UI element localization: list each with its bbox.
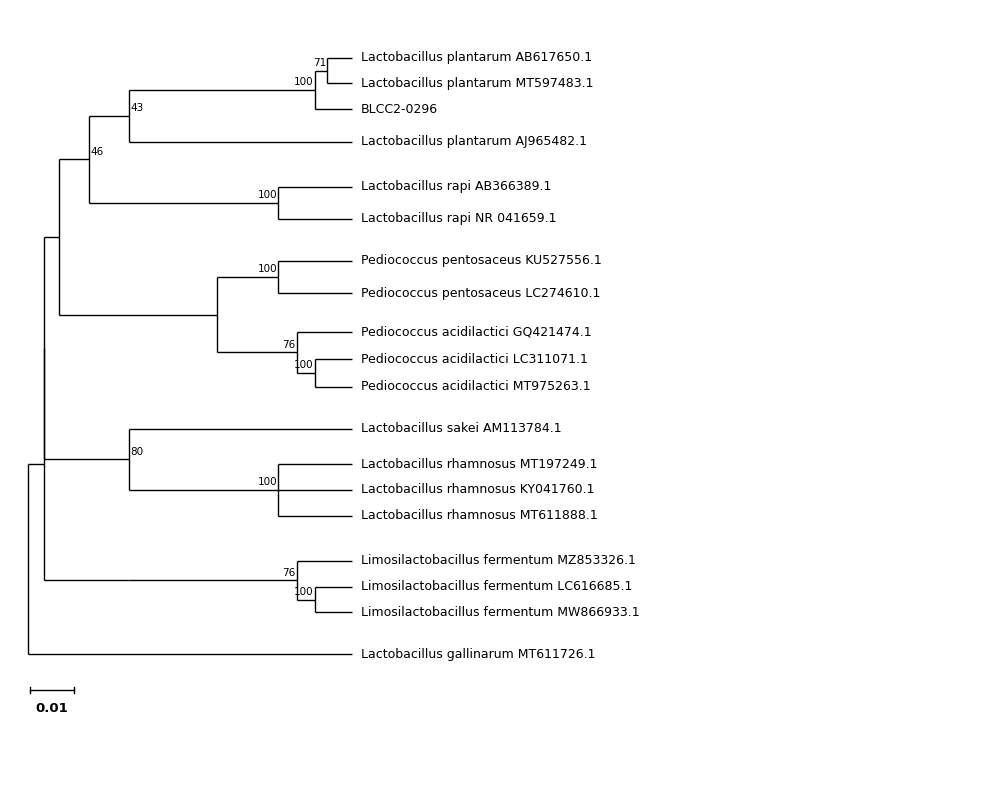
Text: Lactobacillus plantarum MT597483.1: Lactobacillus plantarum MT597483.1 (361, 77, 593, 90)
Text: Lactobacillus plantarum AJ965482.1: Lactobacillus plantarum AJ965482.1 (361, 135, 587, 148)
Text: Lactobacillus rapi AB366389.1: Lactobacillus rapi AB366389.1 (361, 180, 551, 193)
Text: Limosilactobacillus fermentum LC616685.1: Limosilactobacillus fermentum LC616685.1 (361, 580, 632, 593)
Text: 100: 100 (258, 190, 277, 200)
Text: Pediococcus acidilactici MT975263.1: Pediococcus acidilactici MT975263.1 (361, 380, 590, 393)
Text: Limosilactobacillus fermentum MZ853326.1: Limosilactobacillus fermentum MZ853326.1 (361, 554, 636, 567)
Text: 46: 46 (91, 147, 104, 157)
Text: Lactobacillus gallinarum MT611726.1: Lactobacillus gallinarum MT611726.1 (361, 648, 595, 661)
Text: 80: 80 (130, 447, 143, 457)
Text: 100: 100 (294, 587, 314, 597)
Text: 71: 71 (313, 58, 326, 68)
Text: 0.01: 0.01 (35, 702, 68, 715)
Text: 100: 100 (258, 265, 277, 274)
Text: 76: 76 (282, 340, 295, 350)
Text: Pediococcus pentosaceus KU527556.1: Pediococcus pentosaceus KU527556.1 (361, 255, 602, 267)
Text: Lactobacillus rapi NR 041659.1: Lactobacillus rapi NR 041659.1 (361, 213, 556, 225)
Text: Pediococcus pentosaceus LC274610.1: Pediococcus pentosaceus LC274610.1 (361, 287, 600, 299)
Text: 100: 100 (294, 77, 314, 87)
Text: BLCC2-0296: BLCC2-0296 (361, 102, 438, 116)
Text: Pediococcus acidilactici LC311071.1: Pediococcus acidilactici LC311071.1 (361, 353, 588, 366)
Text: Lactobacillus sakei AM113784.1: Lactobacillus sakei AM113784.1 (361, 422, 561, 435)
Text: 43: 43 (130, 103, 143, 113)
Text: Limosilactobacillus fermentum MW866933.1: Limosilactobacillus fermentum MW866933.1 (361, 606, 639, 619)
Text: 100: 100 (294, 360, 314, 370)
Text: 76: 76 (282, 567, 295, 578)
Text: Lactobacillus rhamnosus KY041760.1: Lactobacillus rhamnosus KY041760.1 (361, 483, 594, 496)
Text: Pediococcus acidilactici GQ421474.1: Pediococcus acidilactici GQ421474.1 (361, 325, 591, 338)
Text: Lactobacillus plantarum AB617650.1: Lactobacillus plantarum AB617650.1 (361, 51, 592, 64)
Text: 100: 100 (258, 478, 277, 487)
Text: Lactobacillus rhamnosus MT197249.1: Lactobacillus rhamnosus MT197249.1 (361, 458, 597, 470)
Text: Lactobacillus rhamnosus MT611888.1: Lactobacillus rhamnosus MT611888.1 (361, 509, 598, 522)
